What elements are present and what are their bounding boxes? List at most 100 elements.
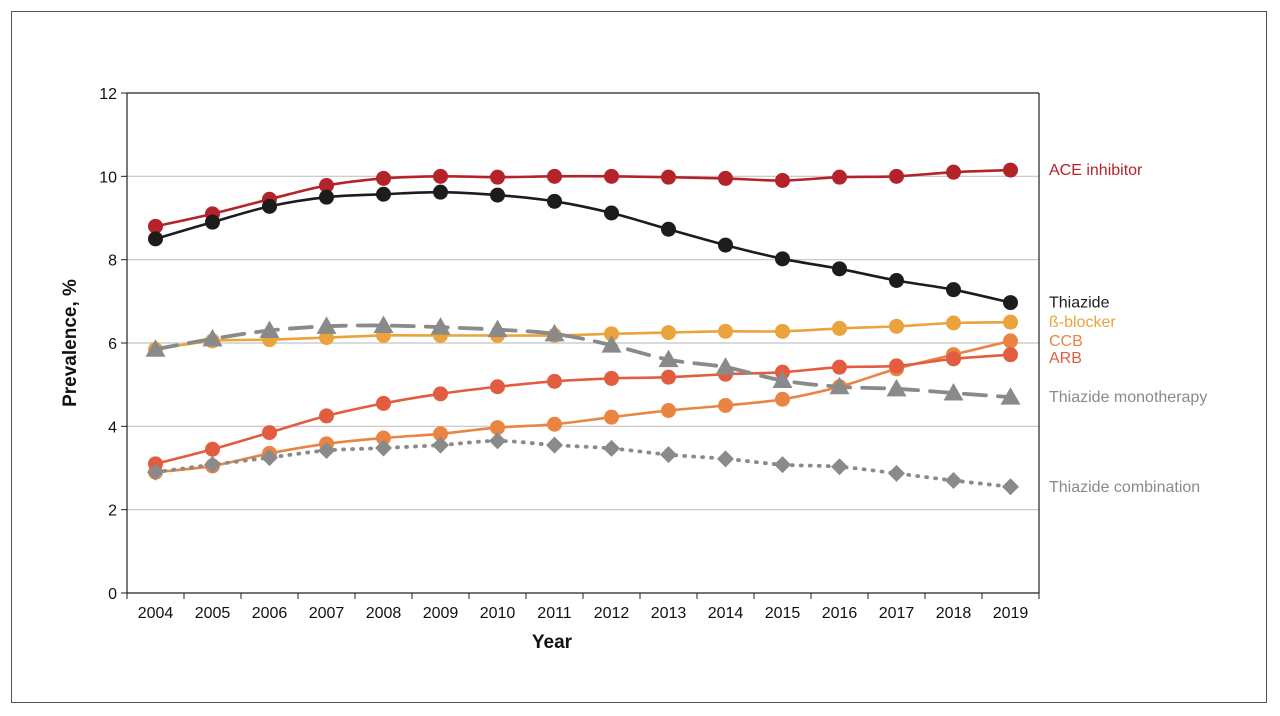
x-tick-label: 2009 bbox=[423, 605, 459, 622]
series-label: CCB bbox=[1049, 333, 1083, 350]
data-point bbox=[1003, 162, 1018, 178]
data-point bbox=[319, 189, 334, 205]
data-point bbox=[148, 218, 163, 234]
series-line bbox=[154, 168, 1012, 228]
x-tick-label: 2012 bbox=[594, 605, 630, 622]
data-point bbox=[775, 391, 790, 407]
series-line bbox=[154, 190, 1012, 304]
data-point bbox=[832, 359, 847, 375]
data-point bbox=[145, 339, 166, 357]
data-point bbox=[376, 395, 391, 411]
data-point bbox=[432, 436, 449, 454]
data-point bbox=[1000, 387, 1021, 405]
data-point bbox=[1003, 347, 1018, 363]
series-label: Thiazide monotherapy bbox=[1049, 389, 1207, 406]
series-label: Thiazide combination bbox=[1049, 479, 1200, 496]
y-tick-label: 4 bbox=[108, 419, 117, 436]
data-point bbox=[718, 237, 733, 253]
series-label: ß-blocker bbox=[1049, 314, 1116, 331]
series-thiazide bbox=[148, 184, 1018, 311]
y-tick-label: 6 bbox=[108, 336, 117, 353]
data-point bbox=[262, 198, 277, 214]
data-point bbox=[319, 408, 334, 424]
data-point bbox=[775, 173, 790, 188]
data-point bbox=[487, 319, 508, 338]
x-tick-label: 2011 bbox=[537, 605, 572, 622]
data-point bbox=[946, 164, 961, 180]
data-point bbox=[490, 420, 505, 436]
data-point bbox=[946, 351, 961, 367]
series-line bbox=[153, 439, 1013, 489]
data-point bbox=[1003, 295, 1018, 311]
data-point bbox=[205, 214, 220, 230]
series--blocker bbox=[148, 314, 1018, 357]
data-point bbox=[718, 170, 733, 186]
data-point bbox=[433, 168, 448, 184]
data-point bbox=[889, 358, 904, 374]
x-axis-title: Year bbox=[532, 632, 573, 653]
data-point bbox=[544, 323, 565, 342]
data-point bbox=[832, 261, 847, 277]
data-point bbox=[316, 316, 337, 334]
data-point bbox=[945, 472, 962, 489]
series-line bbox=[154, 353, 1012, 466]
series-label: ACE inhibitor bbox=[1049, 162, 1143, 179]
data-point bbox=[661, 221, 676, 237]
data-point bbox=[946, 315, 961, 331]
data-point bbox=[489, 432, 506, 450]
series-thiazide-monotherapy bbox=[145, 315, 1021, 405]
data-point bbox=[604, 409, 619, 425]
x-tick-labels: 2004 2005 2006 2007 2008 2009 2010 2011 2012 2013… bbox=[138, 605, 1029, 622]
data-point bbox=[775, 251, 790, 267]
x-tick-label: 2017 bbox=[879, 605, 915, 622]
data-point bbox=[661, 369, 676, 385]
data-point bbox=[774, 456, 791, 474]
data-point bbox=[1003, 314, 1018, 330]
x-tick-label: 2019 bbox=[993, 605, 1029, 622]
y-tick-label: 0 bbox=[108, 586, 117, 603]
data-point bbox=[772, 370, 793, 388]
data-point bbox=[376, 170, 391, 186]
data-point bbox=[601, 335, 622, 353]
x-tick-label: 2014 bbox=[708, 605, 744, 622]
data-point bbox=[888, 464, 905, 482]
x-tick-label: 2013 bbox=[651, 605, 687, 622]
series-ccb bbox=[148, 333, 1018, 480]
y-tick-label: 12 bbox=[99, 86, 117, 103]
data-point bbox=[202, 328, 223, 347]
data-point bbox=[490, 379, 505, 395]
x-tick-label: 2016 bbox=[822, 605, 858, 622]
data-point bbox=[658, 349, 679, 368]
data-point bbox=[375, 439, 392, 457]
data-point bbox=[661, 403, 676, 418]
data-point bbox=[661, 325, 676, 341]
data-point bbox=[319, 178, 334, 193]
data-point bbox=[829, 376, 850, 395]
series-thiazide-combination bbox=[147, 432, 1019, 496]
data-point bbox=[261, 449, 278, 467]
data-point bbox=[376, 430, 391, 446]
series-line bbox=[153, 323, 1013, 400]
data-point bbox=[147, 463, 164, 481]
data-point bbox=[490, 169, 505, 185]
y-tick-label: 8 bbox=[108, 253, 117, 270]
data-point bbox=[318, 442, 335, 459]
data-point bbox=[205, 441, 220, 457]
data-point bbox=[889, 273, 904, 288]
data-point bbox=[717, 450, 734, 468]
x-tick-label: 2015 bbox=[765, 605, 801, 622]
y-tick-label: 2 bbox=[108, 503, 117, 520]
data-point bbox=[604, 326, 619, 342]
data-point bbox=[433, 386, 448, 402]
data-point bbox=[1002, 478, 1019, 496]
data-point bbox=[547, 193, 562, 209]
data-point bbox=[603, 439, 620, 457]
data-point bbox=[715, 357, 736, 375]
series-arb bbox=[148, 347, 1018, 472]
data-point bbox=[775, 323, 790, 339]
data-point bbox=[373, 315, 394, 333]
x-tick-label: 2010 bbox=[480, 605, 516, 622]
data-point bbox=[832, 169, 847, 185]
